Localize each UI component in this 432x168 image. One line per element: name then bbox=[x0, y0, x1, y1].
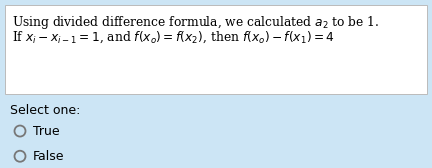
Text: False: False bbox=[33, 150, 64, 163]
Circle shape bbox=[15, 151, 25, 162]
FancyBboxPatch shape bbox=[5, 5, 427, 94]
Text: True: True bbox=[33, 124, 60, 138]
Circle shape bbox=[15, 125, 25, 137]
Text: Select one:: Select one: bbox=[10, 104, 80, 117]
Text: If $x_i - x_{i-1} = 1$, and $f(x_o) = f(x_2)$, then $f(x_o) - f(x_1) = 4$: If $x_i - x_{i-1} = 1$, and $f(x_o) = f(… bbox=[12, 30, 335, 46]
Text: Using divided difference formula, we calculated $a_2$ to be 1.: Using divided difference formula, we cal… bbox=[12, 14, 379, 31]
